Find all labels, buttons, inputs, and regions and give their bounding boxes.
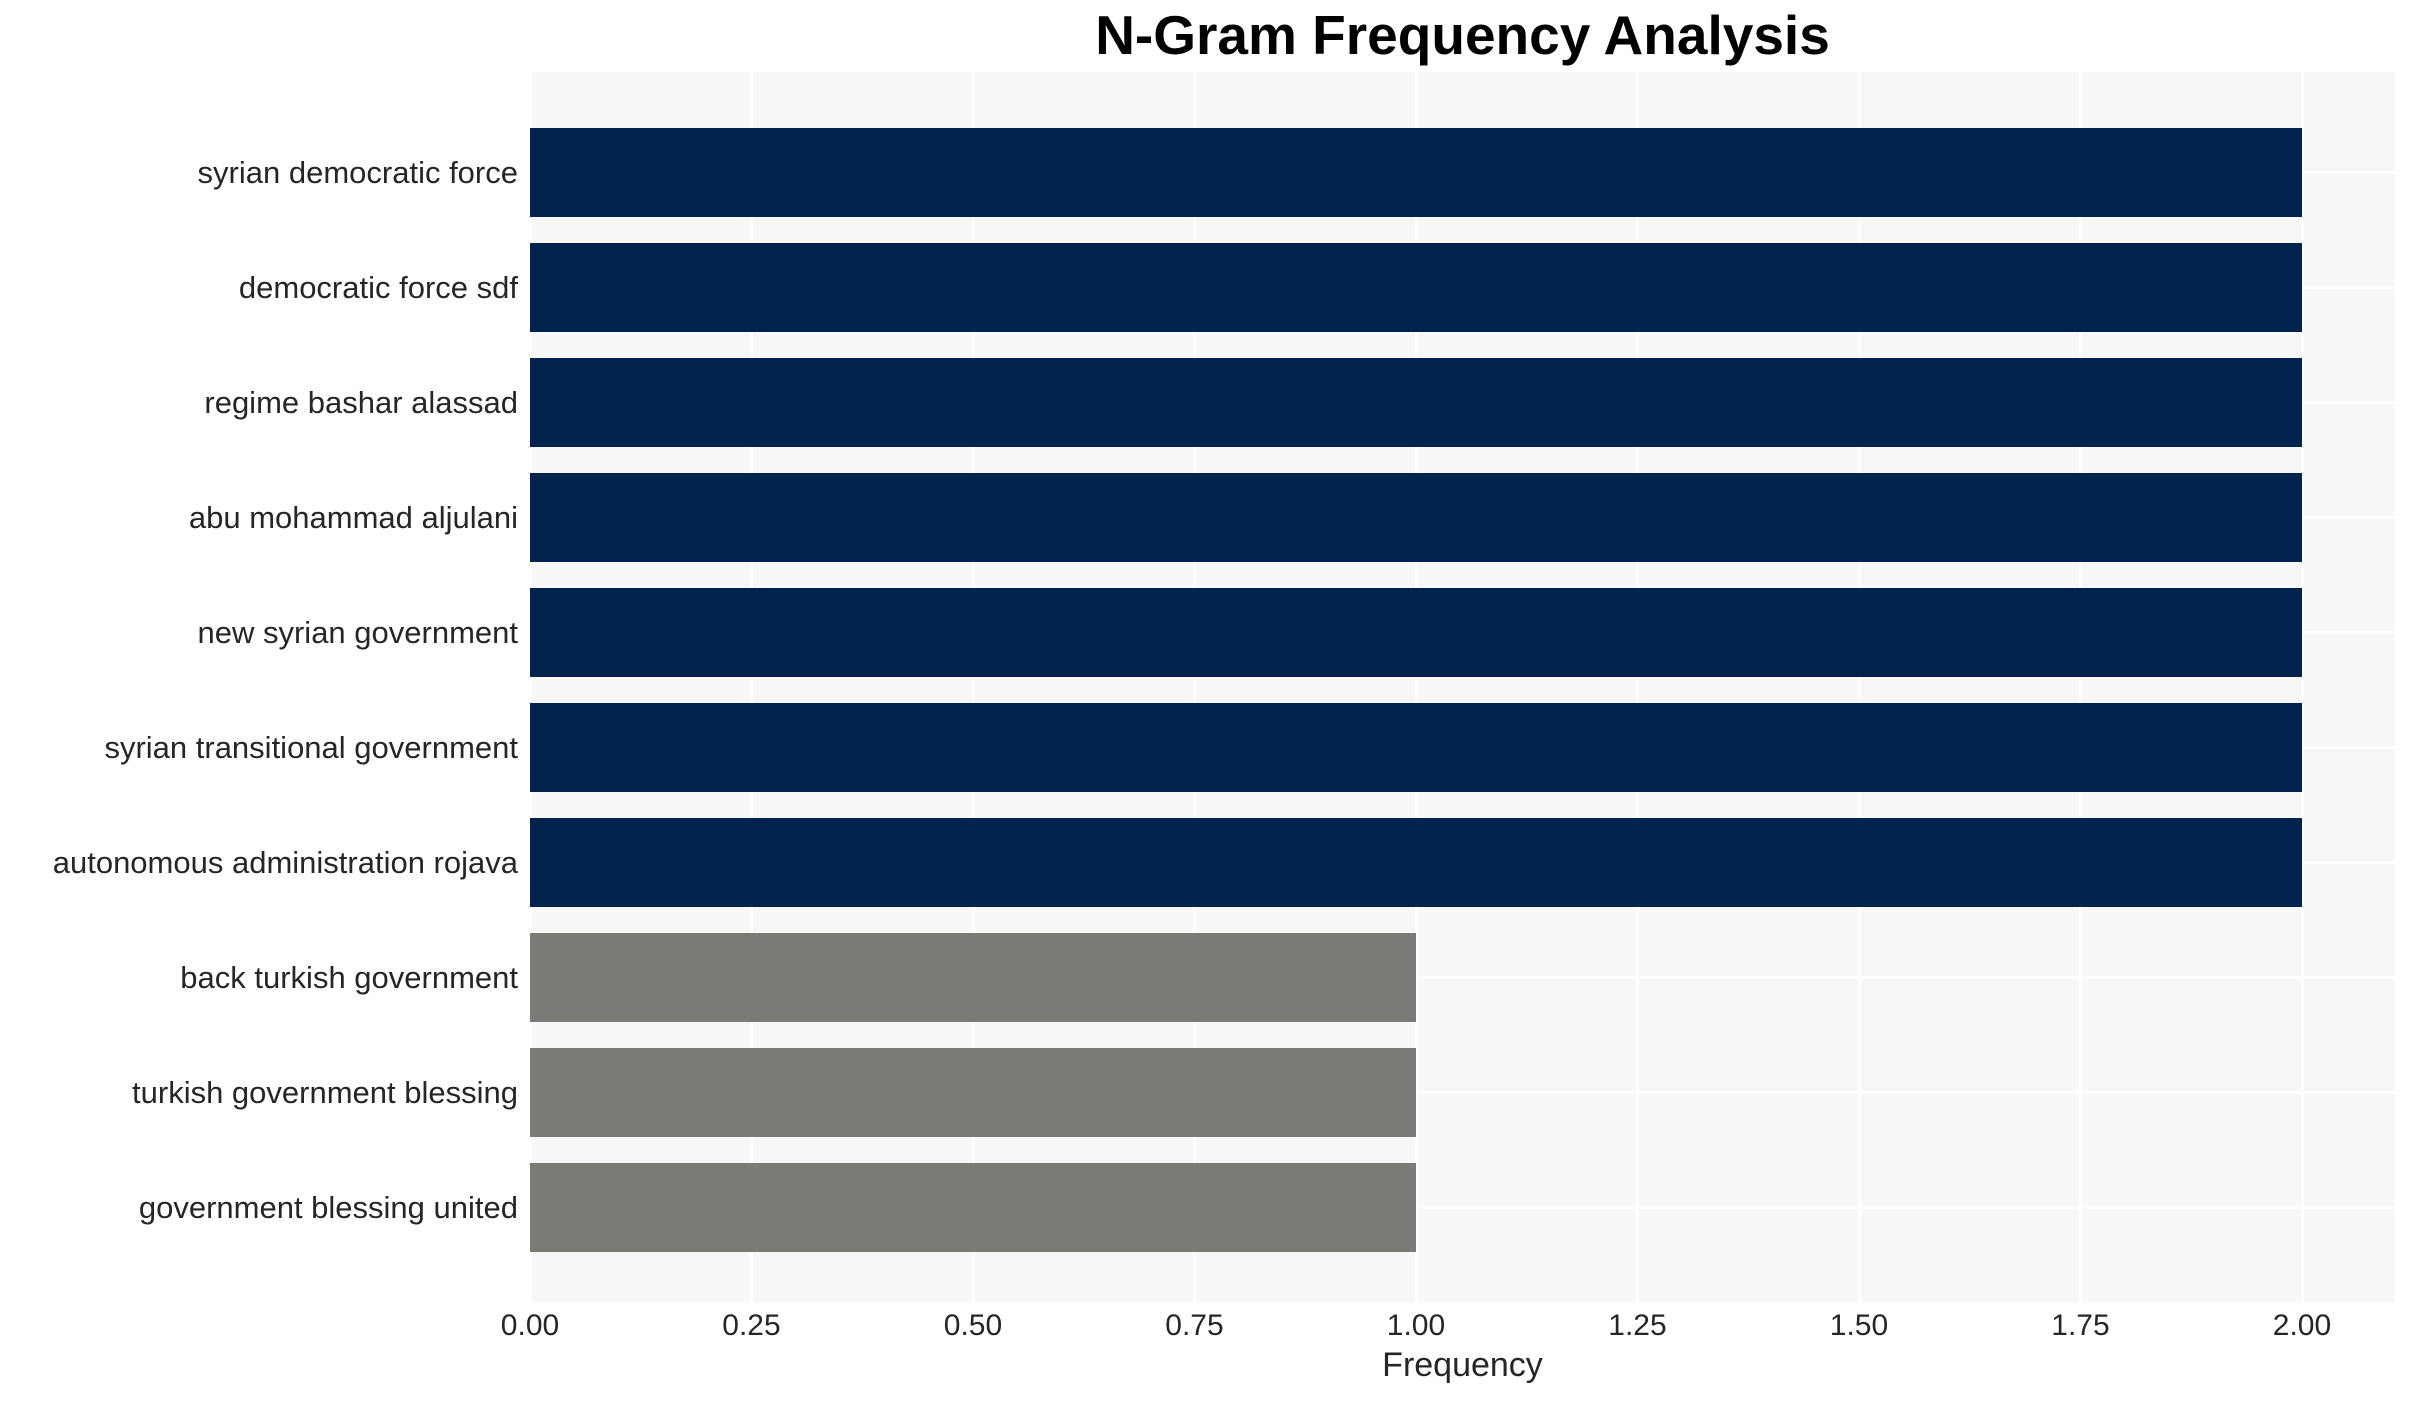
x-tick-label: 0.50 <box>943 1309 1003 1342</box>
gridline-vertical <box>1414 72 1418 1302</box>
bar <box>530 128 2302 217</box>
gridline-vertical <box>2300 72 2304 1302</box>
gridline-vertical <box>750 72 754 1302</box>
category-label: new syrian government <box>197 614 519 650</box>
x-tick-label: 0.25 <box>722 1309 781 1342</box>
bar <box>530 473 2302 562</box>
x-tick-label: 1.25 <box>1608 1309 1667 1342</box>
category-label: turkish government blessing <box>132 1074 518 1110</box>
gridline-vertical <box>2079 72 2083 1302</box>
bar <box>530 243 2302 332</box>
category-label: abu mohammad aljulani <box>188 499 518 535</box>
category-label: government blessing united <box>138 1189 518 1225</box>
x-axis-title: Frequency <box>1382 1346 1543 1384</box>
gridline-vertical <box>1636 72 1640 1302</box>
category-label: regime bashar alassad <box>204 384 518 420</box>
bar <box>530 1048 1416 1137</box>
category-label: back turkish government <box>180 959 518 995</box>
gridline-vertical <box>971 72 975 1302</box>
category-label: autonomous administration rojava <box>52 844 518 880</box>
x-tick-label: 0.75 <box>1165 1309 1224 1342</box>
bar <box>530 818 2302 907</box>
category-label: democratic force sdf <box>238 269 518 305</box>
bar <box>530 358 2302 447</box>
gridline-horizontal <box>530 1206 2395 1209</box>
x-tick-label: 0.00 <box>500 1309 560 1342</box>
x-tick-label: 1.75 <box>2051 1309 2110 1342</box>
gridline-vertical <box>529 72 532 1302</box>
bar <box>530 703 2302 792</box>
category-label: syrian democratic force <box>197 154 518 190</box>
x-tick-label: 1.00 <box>1386 1309 1446 1342</box>
gridline-vertical <box>1193 72 1197 1302</box>
y-axis-labels: syrian democratic force democratic force … <box>0 72 530 1302</box>
plot-area <box>529 72 2395 1302</box>
chart-title: N-Gram Frequency Analysis <box>1095 4 1830 66</box>
x-tick-label: 1.50 <box>1829 1309 1889 1342</box>
gridline-horizontal <box>530 976 2395 979</box>
bar <box>530 933 1416 1022</box>
gridline-horizontal <box>530 1091 2395 1094</box>
bar <box>530 588 2302 677</box>
gridline-vertical <box>1857 72 1861 1302</box>
x-axis-ticks: 0.00 0.25 0.50 0.75 1.00 1.25 1.50 1.75 2.00 <box>501 1308 2395 1348</box>
x-tick-label: 2.00 <box>2272 1309 2332 1342</box>
category-label: syrian transitional government <box>104 729 518 765</box>
bar <box>530 1163 1416 1252</box>
